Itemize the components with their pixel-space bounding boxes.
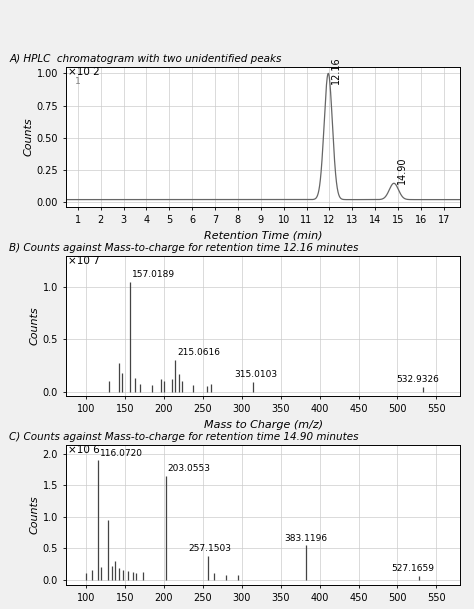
Text: ×10 2: ×10 2 — [68, 67, 100, 77]
Y-axis label: Counts: Counts — [24, 118, 34, 157]
Text: 14.90: 14.90 — [397, 157, 407, 184]
Text: C) Counts against Mass-to-charge for retention time 14.90 minutes: C) Counts against Mass-to-charge for ret… — [9, 432, 359, 442]
Text: ×10 7: ×10 7 — [68, 256, 100, 266]
X-axis label: Retention Time (min): Retention Time (min) — [204, 231, 322, 241]
Text: 527.1659: 527.1659 — [392, 565, 434, 573]
Text: 257.1503: 257.1503 — [189, 544, 232, 553]
Text: 315.0103: 315.0103 — [234, 370, 277, 379]
Text: 215.0616: 215.0616 — [177, 348, 220, 357]
Text: 383.1196: 383.1196 — [284, 533, 328, 543]
Text: 157.0189: 157.0189 — [132, 270, 175, 279]
Y-axis label: Counts: Counts — [30, 306, 40, 345]
X-axis label: Mass to Charge (m/z): Mass to Charge (m/z) — [203, 420, 323, 430]
Text: 12.16: 12.16 — [331, 56, 341, 83]
Text: 116.0720: 116.0720 — [100, 449, 143, 458]
Y-axis label: Counts: Counts — [30, 495, 40, 534]
Text: 1: 1 — [75, 77, 81, 86]
Text: B) Counts against Mass-to-charge for retention time 12.16 minutes: B) Counts against Mass-to-charge for ret… — [9, 243, 359, 253]
Text: A) HPLC  chromatogram with two unidentified peaks: A) HPLC chromatogram with two unidentifi… — [9, 54, 282, 64]
Text: 203.0553: 203.0553 — [168, 465, 210, 473]
Text: 532.9326: 532.9326 — [396, 375, 439, 384]
Text: ×10 6: ×10 6 — [68, 445, 100, 454]
